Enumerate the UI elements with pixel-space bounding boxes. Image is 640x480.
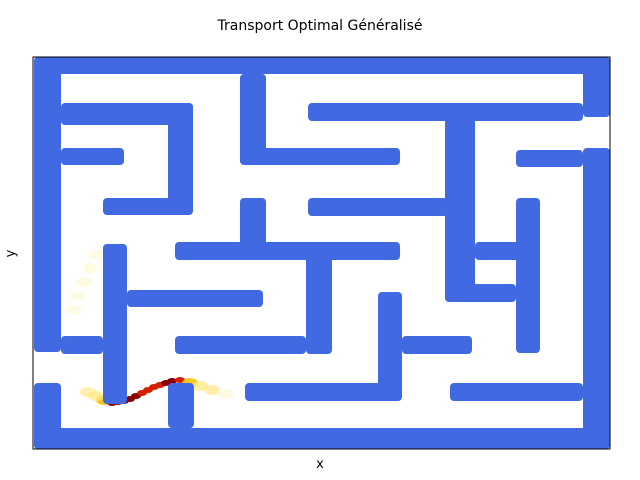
heat-point-0-17 bbox=[204, 385, 220, 395]
maze-wall-30 bbox=[168, 383, 194, 428]
heat-point-1-2 bbox=[76, 277, 92, 287]
heat-point-1-4 bbox=[66, 305, 82, 315]
maze-wall-9 bbox=[103, 198, 193, 215]
maze-wall-29 bbox=[450, 383, 583, 401]
maze-wall-26 bbox=[516, 198, 540, 353]
maze-wall-28 bbox=[245, 383, 402, 401]
maze-wall-3 bbox=[34, 383, 61, 449]
maze-walls bbox=[34, 57, 610, 449]
maze-wall-16 bbox=[175, 242, 400, 260]
maze-wall-24 bbox=[402, 336, 472, 354]
heat-point-1-1 bbox=[82, 263, 98, 273]
maze-wall-13 bbox=[445, 103, 475, 301]
maze-wall-1 bbox=[34, 428, 610, 449]
maze-wall-11 bbox=[240, 148, 400, 165]
maze-wall-23 bbox=[378, 292, 402, 400]
maze-wall-20 bbox=[103, 244, 127, 404]
maze-wall-2 bbox=[34, 57, 61, 352]
maze-wall-0 bbox=[34, 57, 610, 74]
maze-wall-19 bbox=[175, 336, 306, 354]
maze-wall-10 bbox=[240, 74, 266, 164]
heat-point-0-14 bbox=[80, 387, 96, 397]
maze-wall-22 bbox=[61, 336, 103, 354]
heat-point-1-3 bbox=[70, 291, 86, 301]
maze-wall-17 bbox=[308, 198, 448, 216]
heat-point-1-0 bbox=[88, 250, 104, 260]
maze-wall-8 bbox=[168, 103, 193, 213]
heat-point-0-16 bbox=[192, 381, 208, 391]
maze-wall-5 bbox=[583, 148, 610, 448]
heat-point-0-10 bbox=[167, 378, 177, 384]
x-axis-label: x bbox=[316, 457, 324, 472]
maze-wall-21 bbox=[127, 290, 263, 307]
maze-wall-4 bbox=[583, 57, 610, 117]
maze-wall-7 bbox=[61, 148, 124, 165]
chart-title: Transport Optimal Généralisé bbox=[217, 18, 423, 34]
maze-wall-18 bbox=[306, 242, 332, 354]
maze-wall-27 bbox=[445, 284, 516, 302]
heat-point-0-18 bbox=[218, 389, 234, 399]
maze-wall-6 bbox=[61, 103, 193, 125]
plot-frame bbox=[32, 56, 611, 450]
maze-wall-14 bbox=[516, 150, 583, 167]
